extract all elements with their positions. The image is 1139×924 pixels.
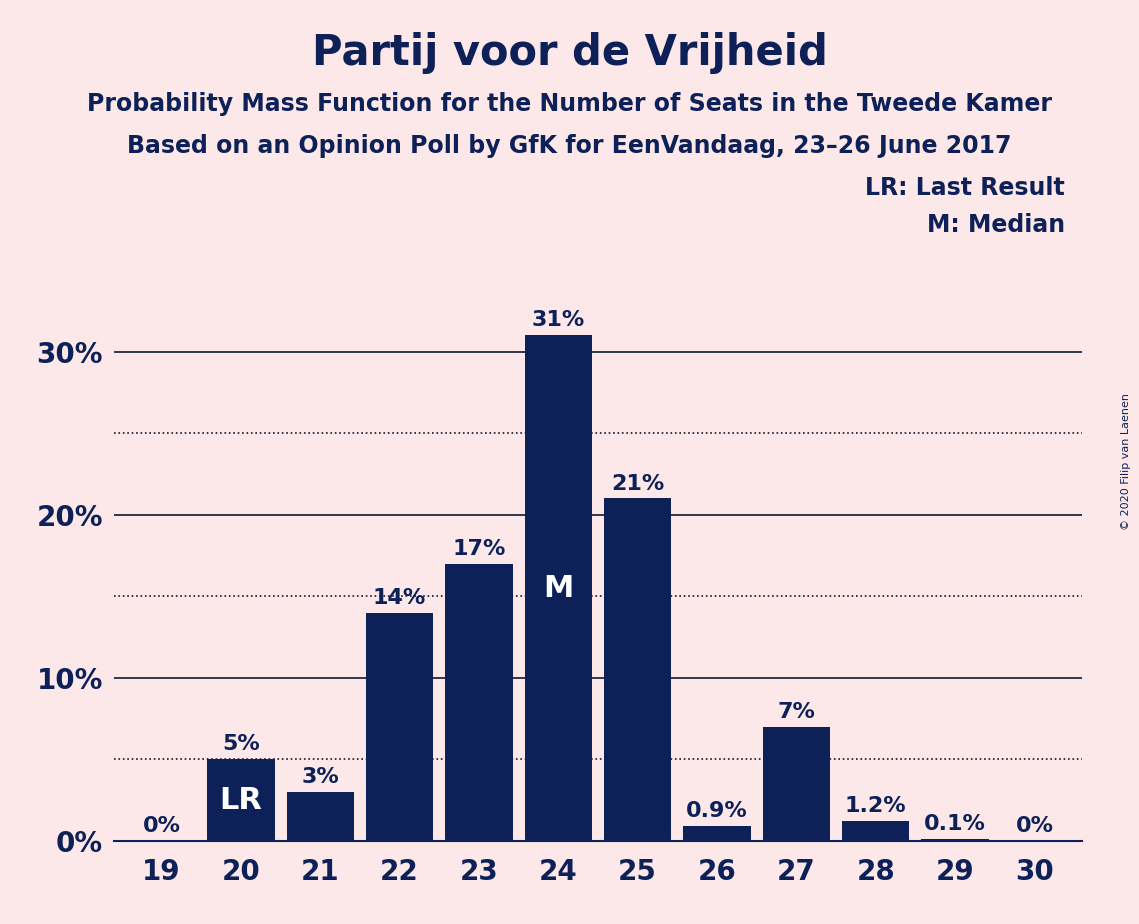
Bar: [366, 613, 433, 841]
Text: 21%: 21%: [611, 473, 664, 493]
Bar: [287, 792, 354, 841]
Text: 5%: 5%: [222, 735, 260, 754]
Bar: [683, 826, 751, 841]
Text: LR: LR: [220, 785, 262, 815]
Bar: [207, 760, 274, 841]
Bar: [921, 839, 989, 841]
Text: 0.1%: 0.1%: [924, 814, 986, 834]
Text: Partij voor de Vrijheid: Partij voor de Vrijheid: [312, 32, 827, 74]
Text: 0%: 0%: [142, 816, 180, 836]
Text: © 2020 Filip van Laenen: © 2020 Filip van Laenen: [1121, 394, 1131, 530]
Text: 0.9%: 0.9%: [686, 801, 748, 821]
Text: M: M: [543, 574, 573, 602]
Text: 0%: 0%: [1016, 816, 1054, 836]
Bar: [763, 726, 830, 841]
Text: 3%: 3%: [302, 767, 339, 787]
Text: Based on an Opinion Poll by GfK for EenVandaag, 23–26 June 2017: Based on an Opinion Poll by GfK for EenV…: [128, 134, 1011, 158]
Text: 31%: 31%: [532, 310, 585, 331]
Text: 1.2%: 1.2%: [845, 796, 907, 817]
Text: M: Median: M: Median: [927, 213, 1065, 237]
Text: 17%: 17%: [452, 539, 506, 559]
Bar: [445, 564, 513, 841]
Text: 14%: 14%: [372, 588, 426, 608]
Text: 7%: 7%: [778, 702, 816, 722]
Text: LR: Last Result: LR: Last Result: [866, 176, 1065, 200]
Text: Probability Mass Function for the Number of Seats in the Tweede Kamer: Probability Mass Function for the Number…: [87, 92, 1052, 116]
Bar: [604, 498, 671, 841]
Bar: [842, 821, 909, 841]
Bar: [525, 335, 592, 841]
